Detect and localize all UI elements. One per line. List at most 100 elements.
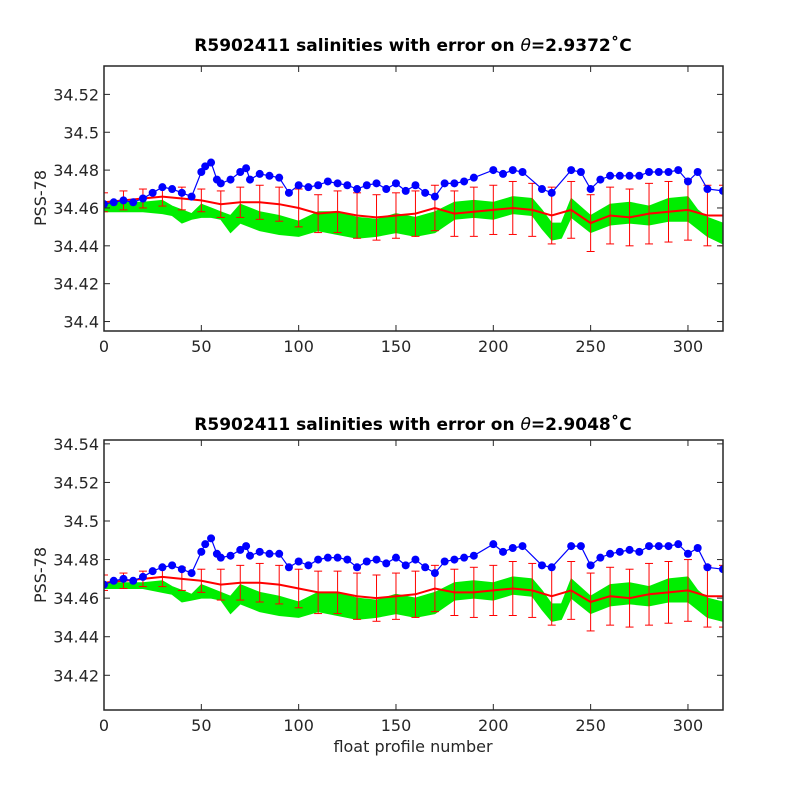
top-float-salinity-point xyxy=(158,183,167,192)
bottom-float-salinity-point xyxy=(645,542,654,551)
top-float-salinity-point xyxy=(440,179,449,188)
top-error-bar xyxy=(104,192,108,213)
bottom-panel: R5902411 salinities with error on θ=2.90… xyxy=(31,413,724,756)
bottom-float-salinity-point xyxy=(401,561,410,570)
top-float-salinity-point xyxy=(314,181,323,190)
top-y-tick-label: 34.4 xyxy=(63,313,99,332)
top-x-tick-label: 250 xyxy=(575,337,606,356)
bottom-float-salinity-point xyxy=(469,551,478,560)
bottom-float-salinity-point xyxy=(683,549,692,558)
bottom-float-salinity-point xyxy=(255,547,264,556)
top-float-salinity-point xyxy=(333,179,342,188)
top-float-salinity-point xyxy=(450,179,459,188)
bottom-float-salinity-point xyxy=(242,542,251,551)
top-axes-frame xyxy=(103,65,724,332)
top-float-salinity-point xyxy=(187,192,196,201)
top-y-tick-label: 34.44 xyxy=(53,237,99,256)
bottom-float-salinity-point xyxy=(197,547,206,556)
top-y-tick-label: 34.42 xyxy=(53,275,99,294)
top-mapped-salinity-line xyxy=(104,195,723,225)
bottom-float-salinity-point xyxy=(207,534,216,543)
bottom-float-salinity-point xyxy=(104,580,108,589)
bottom-error-bar xyxy=(104,574,108,591)
top-float-salinity-point xyxy=(518,168,527,176)
bottom-float-salinity-point xyxy=(537,561,546,570)
bottom-float-salinity-point xyxy=(294,557,303,566)
bottom-float-salinity-point xyxy=(148,567,157,576)
bottom-float-salinity-point xyxy=(489,540,498,549)
top-float-salinity-point xyxy=(242,164,251,173)
top-float-salinity-point xyxy=(489,166,498,175)
bottom-float-salinity-point xyxy=(450,555,459,564)
bottom-x-axis-label: float profile number xyxy=(333,737,493,756)
top-float-salinity-point xyxy=(129,198,138,207)
top-float-salinity-point xyxy=(625,171,634,180)
top-float-salinity-point xyxy=(382,185,391,194)
top-panel: R5902411 salinities with error on θ=2.93… xyxy=(31,34,724,356)
bottom-y-tick-label: 34.48 xyxy=(53,551,99,570)
top-float-salinity-point xyxy=(323,177,332,186)
top-plot-area xyxy=(104,158,723,252)
bottom-float-salinity-point xyxy=(440,557,449,566)
top-y-tick-label: 34.48 xyxy=(53,161,99,180)
top-float-salinity-point xyxy=(236,168,245,176)
bottom-float-salinity-point xyxy=(664,542,673,551)
bottom-float-salinity-point xyxy=(421,563,430,572)
top-x-tick-label: 0 xyxy=(99,337,109,356)
top-float-salinity-point xyxy=(469,173,478,182)
bottom-float-salinity-point xyxy=(353,563,362,572)
bottom-y-tick-label: 34.52 xyxy=(53,473,99,492)
top-float-salinity-point xyxy=(104,200,108,209)
bottom-error-bar xyxy=(719,564,723,628)
bottom-float-salinity-point xyxy=(314,555,323,564)
top-float-salinity-point xyxy=(693,168,702,176)
bottom-x-tick-label: 50 xyxy=(191,716,211,735)
bottom-plot-area xyxy=(104,534,723,632)
bottom-y-tick-label: 34.42 xyxy=(53,666,99,685)
top-float-salinity-point xyxy=(421,188,430,197)
top-float-salinity-point xyxy=(168,185,177,194)
bottom-y-tick-label: 34.5 xyxy=(63,512,99,531)
top-float-salinity-point xyxy=(401,186,410,195)
bottom-float-salinity-point xyxy=(109,576,118,585)
bottom-x-tick-label: 150 xyxy=(381,716,412,735)
top-float-salinity-point xyxy=(460,177,469,186)
top-float-salinity-point xyxy=(703,185,712,194)
bottom-panel-title: R5902411 salinities with error on θ=2.90… xyxy=(194,413,631,435)
top-float-salinity-point xyxy=(201,162,210,171)
bottom-float-salinity-point xyxy=(216,553,225,562)
top-float-salinity-point xyxy=(586,185,595,194)
bottom-float-salinity-line xyxy=(104,537,723,586)
top-y-tick-label: 34.5 xyxy=(63,123,99,142)
bottom-axes-frame xyxy=(103,439,724,711)
top-float-salinity-point xyxy=(255,169,264,178)
bottom-float-salinity-point xyxy=(304,561,313,570)
bottom-float-salinity-point xyxy=(576,542,585,551)
bottom-float-salinity-point xyxy=(343,555,352,564)
bottom-float-salinity-point xyxy=(362,557,371,566)
bottom-float-salinity-point xyxy=(201,540,210,549)
bottom-float-salinity-point xyxy=(499,547,508,556)
bottom-float-salinity-point xyxy=(508,544,517,552)
bottom-y-tick-label: 34.54 xyxy=(53,435,99,454)
top-y-tick-label: 34.52 xyxy=(53,85,99,104)
bottom-float-salinity-point xyxy=(168,561,177,570)
bottom-float-salinity-point xyxy=(518,542,527,551)
top-x-tick-label: 150 xyxy=(381,337,412,356)
top-x-tick-label: 200 xyxy=(478,337,509,356)
bottom-float-salinity-point xyxy=(119,574,128,583)
bottom-float-salinity-point xyxy=(158,563,167,572)
top-float-salinity-point xyxy=(207,158,216,167)
top-float-salinity-point xyxy=(362,181,371,190)
top-float-salinity-point xyxy=(576,168,585,176)
top-float-salinity-point xyxy=(430,192,439,201)
top-float-salinity-point xyxy=(547,188,556,197)
top-float-salinity-point xyxy=(719,186,723,195)
top-y-axis-label: PSS-78 xyxy=(31,170,50,226)
top-float-salinity-point xyxy=(284,188,293,197)
top-float-salinity-point xyxy=(197,168,206,176)
bottom-float-salinity-point xyxy=(693,544,702,552)
top-float-salinity-point xyxy=(537,185,546,194)
top-float-salinity-point xyxy=(635,171,644,180)
